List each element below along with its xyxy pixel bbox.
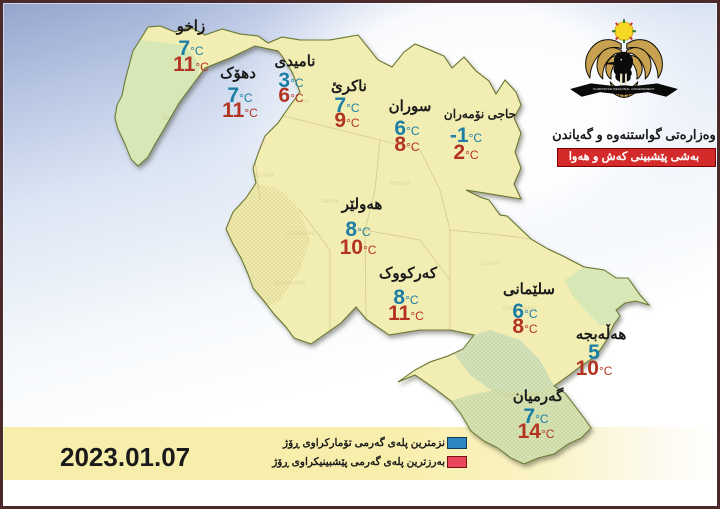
svg-text:KURDISTAN REGIONAL GOVERNMENT: KURDISTAN REGIONAL GOVERNMENT [593,87,654,91]
